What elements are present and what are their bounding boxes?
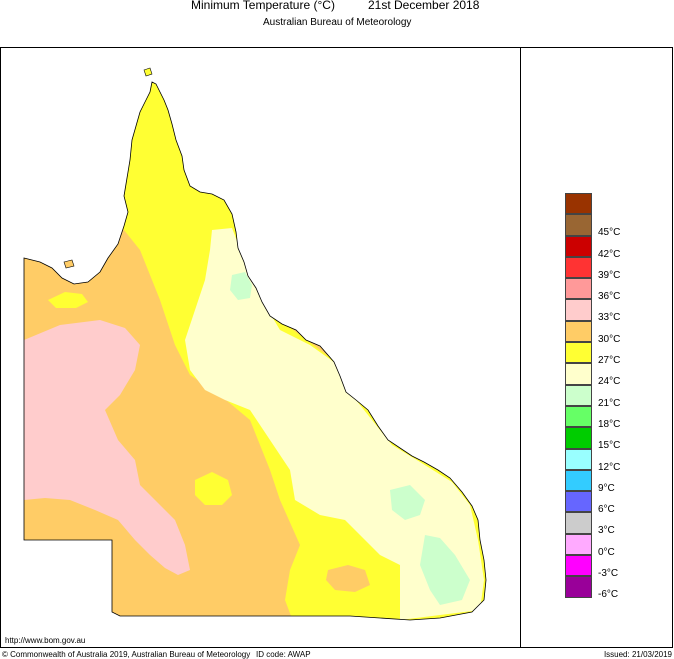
island <box>63 259 75 269</box>
legend-label: 21°C <box>598 397 621 409</box>
legend-item: 30°C <box>565 320 674 345</box>
legend-item: 6°C <box>565 491 674 516</box>
legend-label: 6°C <box>598 504 615 516</box>
zone-33-36 <box>24 320 190 575</box>
legend-label: 33°C <box>598 312 621 324</box>
legend-label: 9°C <box>598 482 615 494</box>
legend-swatch <box>565 469 592 492</box>
legend-swatch <box>565 278 592 300</box>
footer: © Commonwealth of Australia 2019, Austra… <box>0 650 674 659</box>
legend-item: 33°C <box>565 299 674 324</box>
legend-item <box>565 193 674 215</box>
legend-swatch <box>565 256 592 279</box>
map-date: 21st December 2018 <box>368 0 480 12</box>
zone-21-24 <box>390 485 425 520</box>
legend-swatch <box>565 555 592 577</box>
legend-item: -3°C <box>565 555 674 580</box>
legend-item: 24°C <box>565 363 674 388</box>
legend-label: 27°C <box>598 355 621 367</box>
legend-item: 0°C <box>565 533 674 558</box>
zone-33-36 <box>78 346 90 360</box>
legend-label: 45°C <box>598 227 621 239</box>
legend-swatch <box>565 576 592 598</box>
legend-item: 39°C <box>565 256 674 281</box>
legend-swatch <box>565 491 592 513</box>
legend-label: 24°C <box>598 376 621 388</box>
legend-swatch <box>565 342 592 364</box>
legend-label: 39°C <box>598 269 621 281</box>
legend-swatch <box>565 512 592 534</box>
legend-item: 18°C <box>565 405 674 430</box>
legend-swatch <box>565 405 592 428</box>
legend-label: 18°C <box>598 418 621 430</box>
legend-item: 21°C <box>565 384 674 409</box>
legend-divider <box>520 47 521 648</box>
title-row: Minimum Temperature (°C) 21st December 2… <box>0 0 674 14</box>
legend-item: 3°C <box>565 512 674 537</box>
legend-swatch <box>565 363 592 385</box>
zone-21-24 <box>420 535 470 605</box>
legend-item: 15°C <box>565 427 674 452</box>
copyright-text: © Commonwealth of Australia 2019, Austra… <box>2 650 251 659</box>
legend-label: -6°C <box>598 589 619 601</box>
id-code: ID code: AWAP <box>256 650 311 659</box>
temperature-legend: 45°C 42°C 39°C 36°C 33°C 30°C 27°C 24°C 21°C 18°C… <box>565 193 674 601</box>
legend-item: 42°C <box>565 235 674 260</box>
legend-item: -6°C <box>565 576 674 601</box>
zone-27-30 <box>48 292 88 308</box>
map-frame <box>0 47 673 648</box>
legend-swatch <box>565 533 592 556</box>
legend-item: 36°C <box>565 278 674 303</box>
legend-swatch <box>565 448 592 470</box>
legend-swatch <box>565 427 592 449</box>
legend-item: 12°C <box>565 448 674 473</box>
legend-swatch <box>565 299 592 321</box>
legend-item: 45°C <box>565 214 674 239</box>
legend-label: 42°C <box>598 248 621 260</box>
legend-swatch <box>565 320 592 343</box>
legend-item: 27°C <box>565 342 674 367</box>
map-title: Minimum Temperature (°C) <box>191 0 335 12</box>
legend-swatch <box>565 384 592 406</box>
legend-item: 9°C <box>565 469 674 494</box>
island <box>143 67 153 77</box>
queensland-temperature-map <box>23 67 487 621</box>
legend-swatch <box>565 214 592 236</box>
legend-label: 30°C <box>598 333 621 345</box>
zone-27-30 <box>195 472 232 505</box>
zone-24-27 <box>185 228 484 620</box>
legend-label: -3°C <box>598 568 619 580</box>
zone-30-33 <box>326 565 370 592</box>
source-url[interactable]: http://www.bom.gov.au <box>5 636 86 645</box>
legend-label: 36°C <box>598 291 621 303</box>
legend-label: 12°C <box>598 461 621 473</box>
legend-label: 0°C <box>598 546 615 558</box>
issued-date: Issued: 21/03/2019 <box>603 650 672 659</box>
zone-21-24 <box>230 272 252 300</box>
legend-label: 15°C <box>598 440 621 452</box>
agency-subtitle: Australian Bureau of Meteorology <box>263 17 412 28</box>
legend-label: 3°C <box>598 525 615 537</box>
legend-swatch <box>565 235 592 257</box>
legend-swatch <box>565 193 592 215</box>
